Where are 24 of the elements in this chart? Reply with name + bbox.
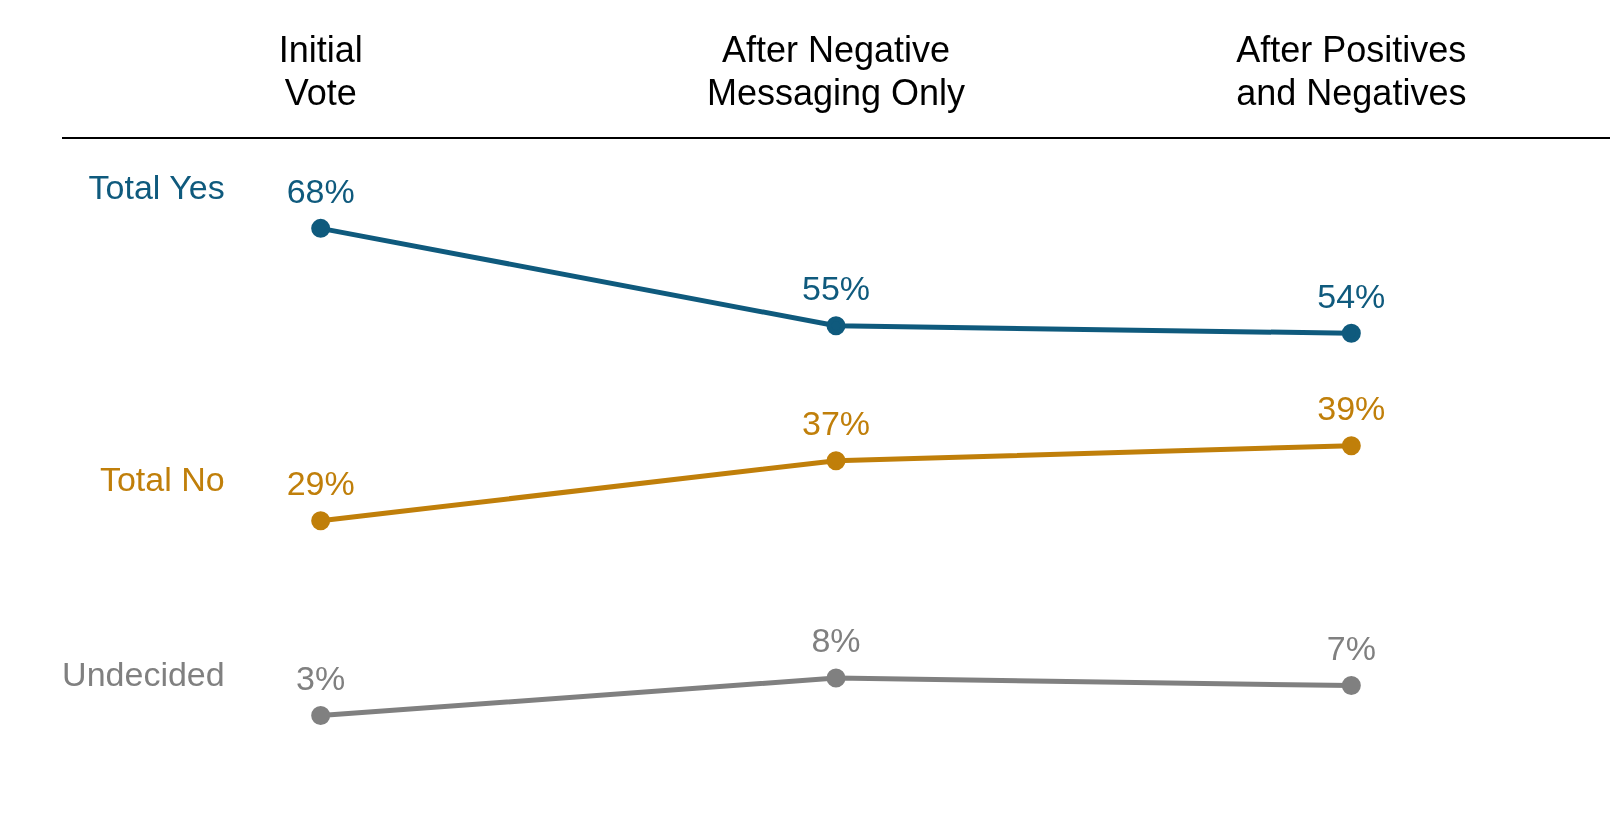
point: [311, 706, 331, 726]
data-label: 8%: [811, 621, 861, 660]
x-tick-label: After Negative Messaging Only: [706, 28, 966, 113]
data-label: 39%: [1317, 389, 1386, 428]
point: [826, 451, 846, 471]
text: Total No: [99, 460, 225, 499]
point: [826, 668, 846, 688]
x-tick-label: After Positives and Negatives: [1236, 28, 1467, 113]
data-label: 68%: [286, 171, 355, 210]
data-label: 7%: [1326, 628, 1376, 667]
x-tick-label: Initial Vote: [278, 28, 363, 113]
point: [1341, 676, 1361, 696]
data-label: 29%: [286, 464, 355, 503]
data-label: 54%: [1317, 276, 1386, 315]
point: [311, 511, 331, 531]
text: Total Yes: [88, 167, 225, 206]
data-label: 55%: [801, 269, 871, 308]
text: Undecided: [62, 654, 225, 693]
point: [311, 218, 331, 238]
point: [1341, 323, 1361, 343]
point: [1341, 436, 1361, 456]
data-label: 37%: [801, 404, 871, 443]
point: [826, 316, 846, 336]
data-label: 3%: [296, 658, 346, 697]
